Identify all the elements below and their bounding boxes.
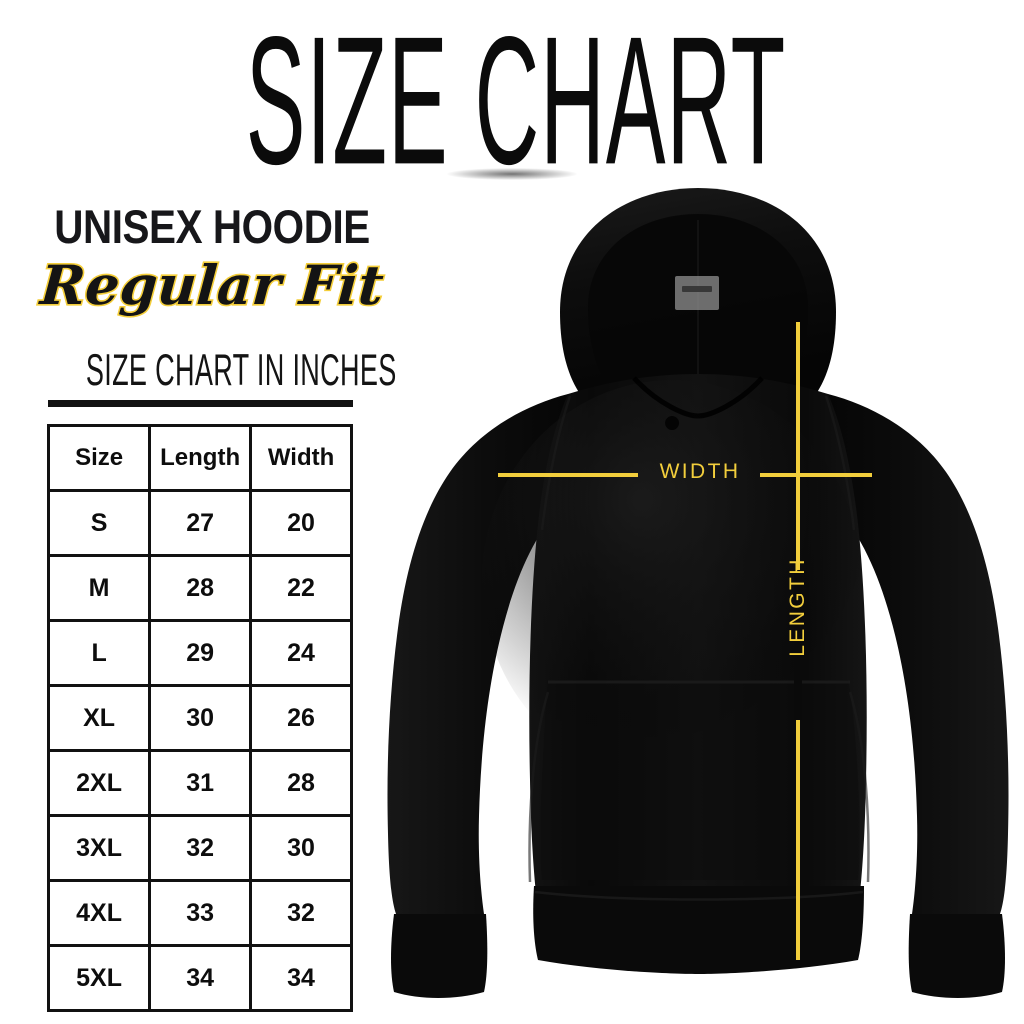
table-row: L 29 24	[46, 619, 353, 687]
units-heading-underline	[48, 400, 353, 407]
units-heading: SIZE CHART IN INCHES	[85, 345, 397, 395]
cell-width: 20	[249, 489, 353, 557]
table-row: S 27 20	[46, 489, 353, 557]
column-header-size: Size	[46, 424, 152, 492]
cell-length: 31	[148, 749, 253, 817]
table-header-row: Size Length Width	[46, 424, 353, 492]
cell-size: M	[46, 554, 152, 622]
cell-size: 2XL	[46, 749, 152, 817]
table-row: M 28 22	[46, 554, 353, 622]
pocket-right-seam	[848, 691, 870, 883]
kangaroo-pocket	[540, 680, 860, 880]
brand-tag-text	[682, 286, 712, 292]
table-row: 4XL 33 32	[46, 879, 353, 947]
cell-length: 34	[148, 944, 253, 1012]
size-table: Size Length Width S 27 20 M 28 22 L	[46, 424, 353, 1012]
chart-info-column: UNISEX HOODIE Regular Fit SIZE CHART IN …	[0, 196, 400, 1012]
table-row: XL 30 26	[46, 684, 353, 752]
cuff-left	[391, 914, 488, 998]
hoodie-graphic	[387, 188, 1009, 998]
cell-length: 27	[148, 489, 253, 557]
table-row: 2XL 31 28	[46, 749, 353, 817]
cell-length: 29	[148, 619, 253, 687]
neck-opening	[632, 376, 764, 419]
title-shadow	[447, 168, 577, 180]
cell-width: 32	[249, 879, 353, 947]
cell-width: 28	[249, 749, 353, 817]
column-header-width: Width	[249, 424, 353, 492]
cell-size: 5XL	[46, 944, 152, 1012]
cuff-right	[908, 914, 1005, 998]
cell-width: 24	[249, 619, 353, 687]
cell-width: 22	[249, 554, 353, 622]
bottom-hem-seam	[534, 890, 864, 901]
cell-length: 32	[148, 814, 253, 882]
garment-name-heading: UNISEX HOODIE	[54, 200, 370, 253]
cell-size: XL	[46, 684, 152, 752]
cell-size: 4XL	[46, 879, 152, 947]
brand-tag	[675, 276, 719, 310]
cell-size: L	[46, 619, 152, 687]
bottom-hem	[533, 886, 864, 974]
cell-width: 34	[249, 944, 353, 1012]
cell-length: 30	[148, 684, 253, 752]
garment-fit-heading: Regular Fit	[37, 251, 387, 318]
sleeve-right	[828, 394, 1009, 914]
column-header-length: Length	[148, 424, 253, 492]
shoulder-seam-left	[540, 395, 572, 531]
cell-size: S	[46, 489, 152, 557]
table-row: 5XL 34 34	[46, 944, 353, 1012]
cell-size: 3XL	[46, 814, 152, 882]
table-row: 3XL 32 30	[46, 814, 353, 882]
hoodie-illustration	[372, 180, 1024, 1010]
shoulder-seam-right	[824, 395, 856, 531]
cell-length: 28	[148, 554, 253, 622]
neck-drawcord-hole-left	[665, 416, 680, 430]
pocket-left-seam	[528, 691, 550, 883]
cell-width: 30	[249, 814, 353, 882]
cell-width: 26	[249, 684, 353, 752]
cell-length: 33	[148, 879, 253, 947]
page-title: SIZE CHART	[245, 0, 787, 203]
